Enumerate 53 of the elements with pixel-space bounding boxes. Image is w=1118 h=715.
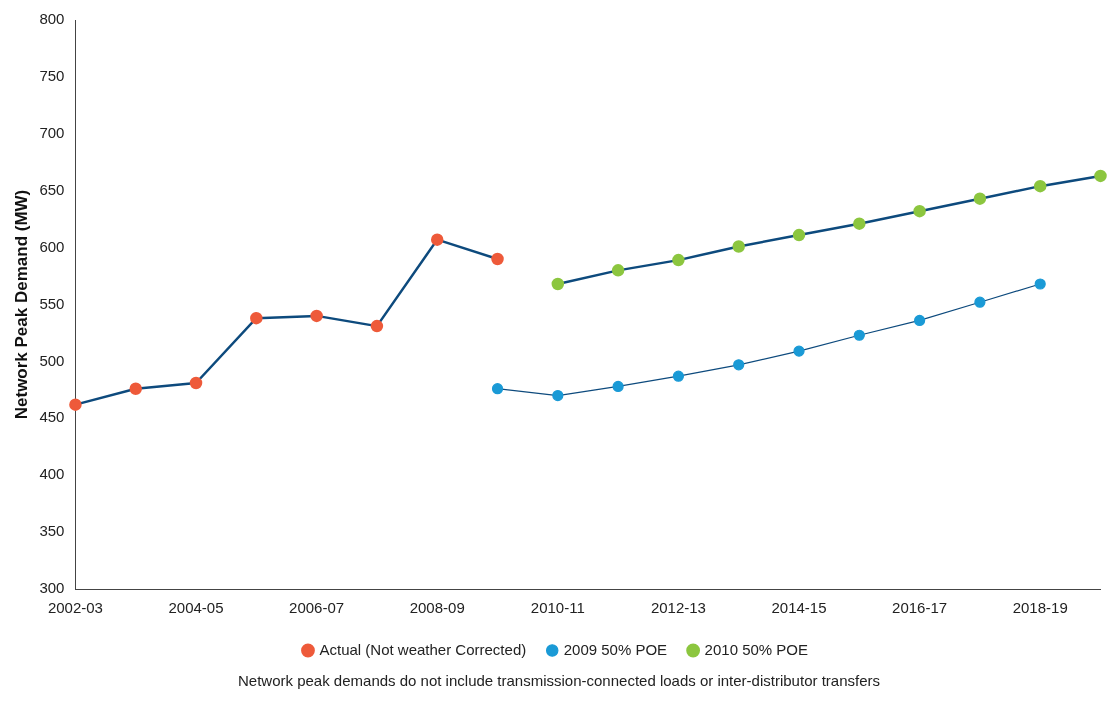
x-tick-label: 2012-13: [650, 599, 706, 617]
point: [552, 389, 564, 402]
x-tick-label: 2018-19: [1012, 599, 1068, 617]
point: [793, 345, 805, 357]
point: [913, 204, 926, 218]
y-tick-label: 300: [39, 579, 65, 597]
legend-label: Actual (Not weather Corrected): [319, 640, 527, 658]
x-tick-label: 2014-15: [771, 599, 827, 617]
point: [672, 370, 685, 382]
point: [1094, 169, 1107, 183]
point: [733, 359, 745, 371]
y-tick-label: 400: [39, 465, 65, 483]
point: [974, 296, 986, 308]
point: [129, 382, 142, 395]
point: [853, 329, 865, 341]
x-tick-label: 2004-05: [168, 599, 224, 617]
point: [1034, 278, 1046, 290]
point: [250, 311, 263, 325]
point: [491, 383, 504, 395]
point: [611, 264, 625, 277]
y-tick-label: 700: [39, 123, 65, 141]
x-tick-label: 2016-17: [892, 599, 948, 617]
y-tick-label: 450: [39, 408, 65, 426]
point: [189, 376, 203, 390]
point: [672, 253, 685, 267]
legend-label: 2009 50% POE: [563, 640, 668, 658]
x-tick-label: 2010-11: [530, 599, 585, 617]
point: [914, 314, 926, 327]
y-tick-label: 750: [39, 67, 65, 85]
point: [430, 233, 444, 246]
point: [973, 192, 987, 205]
point: [732, 240, 745, 253]
x-tick-label: 2008-09: [409, 599, 465, 617]
y-tick-label: 650: [39, 180, 65, 198]
x-tick-label: 2002-03: [47, 599, 103, 617]
y-axis-title: Network Peak Demand (MW): [11, 189, 31, 420]
point: [69, 398, 82, 411]
y-tick-label: 800: [39, 10, 65, 28]
text: Network peak demands do not include transmission-connected loads or inter-distributor transfers: [237, 672, 881, 689]
point: [370, 319, 384, 333]
point: [310, 309, 323, 323]
point: [1033, 179, 1047, 193]
point: [853, 217, 866, 230]
point: [491, 252, 504, 266]
legend-label: 2010 50% POE: [704, 640, 809, 658]
point: [612, 380, 624, 393]
point: [792, 228, 806, 242]
y-tick-label: 550: [39, 294, 65, 312]
y-tick-label: 350: [39, 522, 65, 540]
y-tick-label: 600: [39, 237, 65, 255]
y-tick-label: 500: [39, 351, 65, 369]
point: [551, 277, 565, 291]
x-tick-label: 2006-07: [289, 599, 345, 617]
